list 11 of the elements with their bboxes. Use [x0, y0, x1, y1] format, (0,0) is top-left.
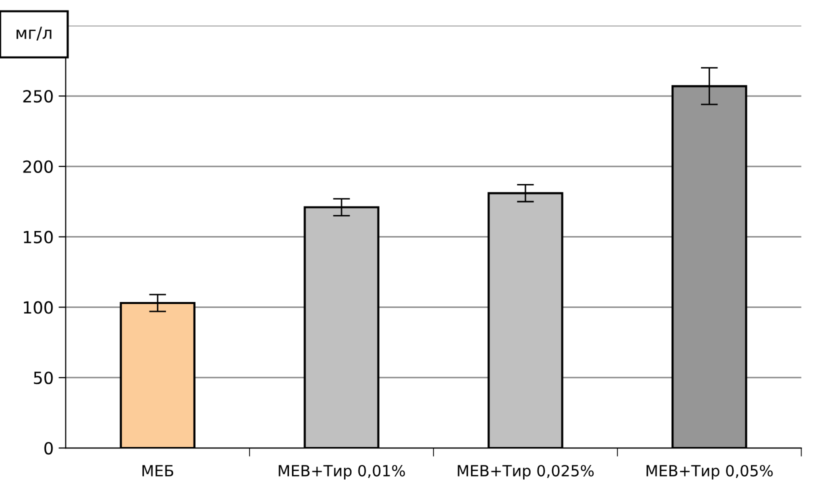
y-tick-label: 200 [23, 160, 53, 173]
x-tick-label: МЕВ+Тир 0,025% [458, 464, 594, 480]
y-tick-label: 50 [34, 372, 53, 384]
x-tick-label: МЕБ [142, 465, 174, 476]
y-tick-label: 0 [44, 442, 53, 455]
y-axis-title: мг/л [16, 26, 52, 40]
x-tick-label: МЕВ+Тир 0,01% [278, 464, 405, 480]
y-tick-label: 100 [24, 301, 53, 314]
x-tick-label: МЕВ+Тир 0,05% [646, 464, 773, 480]
y-tick-label: 150 [24, 230, 53, 244]
y-tick-label: 250 [23, 90, 53, 103]
